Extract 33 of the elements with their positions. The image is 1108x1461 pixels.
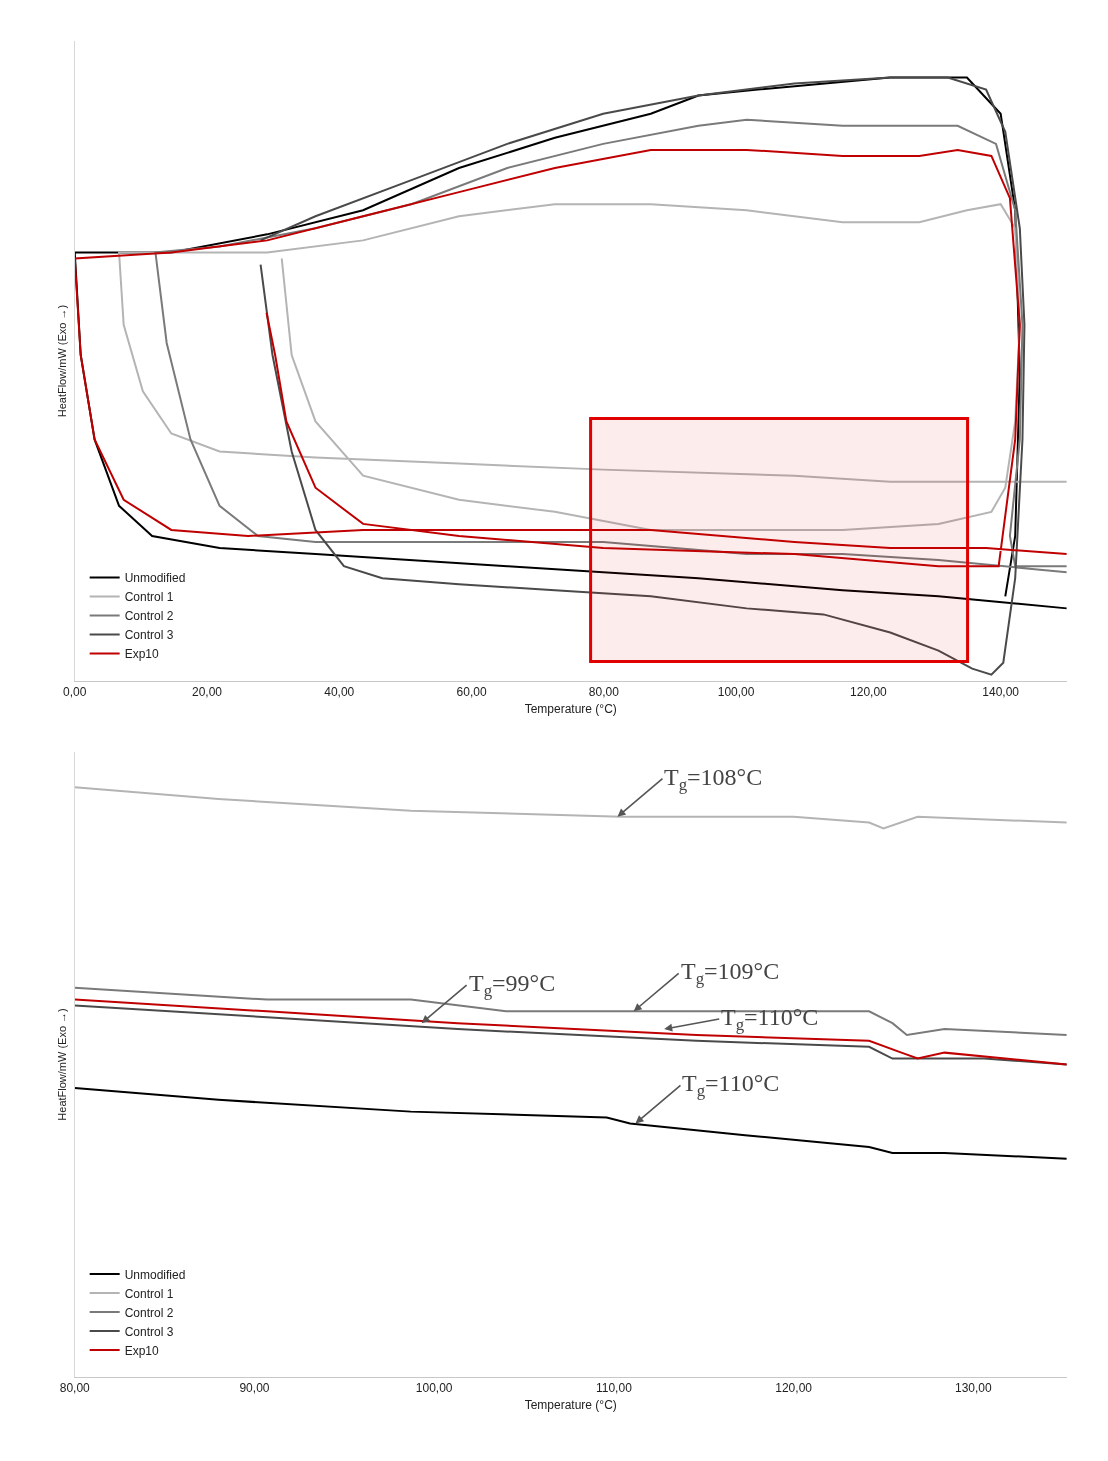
y-axis-title: HeatFlow/mW (Exo →): [56, 1008, 69, 1121]
legend-label: Exp10: [124, 647, 160, 662]
annotation: T$_{g}$=110°C: [721, 1004, 819, 1035]
annotation: T$_{g}$=110°C: [682, 1070, 780, 1101]
x-tick-label: 110,00: [595, 1381, 633, 1396]
legend-label: Unmodified: [124, 1267, 186, 1282]
x-tick-label: 80,00: [588, 685, 620, 700]
legend-label: Control 2: [124, 609, 174, 624]
y-axis-title: HeatFlow/mW (Exo →): [56, 304, 69, 418]
annotation: T$_{g}$=99°C: [469, 970, 556, 1001]
x-tick-label: 60,00: [456, 685, 487, 700]
legend-label: Unmodified: [124, 571, 186, 586]
x-tick-label: 100,00: [415, 1381, 453, 1396]
x-tick-label: 40,00: [324, 685, 355, 700]
x-tick-label: 120,00: [850, 685, 888, 700]
x-tick-label: 100,00: [717, 685, 755, 700]
legend-label: Control 2: [124, 1305, 174, 1320]
x-tick-label: 140,00: [982, 685, 1020, 700]
legend-label: Control 3: [124, 628, 174, 643]
x-tick-label: 90,00: [239, 1381, 270, 1396]
annotation: T$_{g}$=109°C: [681, 958, 780, 989]
x-axis-title: Temperature (°C): [524, 1398, 617, 1413]
legend-label: Control 3: [124, 1324, 174, 1339]
x-axis-title: Temperature (°C): [524, 702, 617, 717]
x-tick-label: 0,00: [63, 685, 87, 700]
legend-label: Exp10: [124, 1343, 160, 1358]
x-tick-label: 20,00: [192, 685, 223, 700]
legend-label: Control 1: [124, 1286, 174, 1301]
x-tick-label: 120,00: [775, 1381, 813, 1396]
legend-label: Control 1: [124, 590, 174, 605]
annotation: T$_{g}$=108°C: [664, 764, 763, 795]
x-tick-label: 130,00: [954, 1381, 992, 1396]
x-tick-label: 80,00: [59, 1381, 91, 1396]
